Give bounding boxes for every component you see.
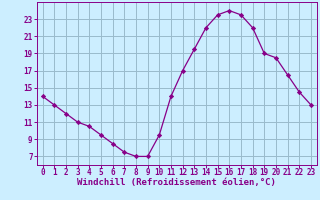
- X-axis label: Windchill (Refroidissement éolien,°C): Windchill (Refroidissement éolien,°C): [77, 178, 276, 187]
